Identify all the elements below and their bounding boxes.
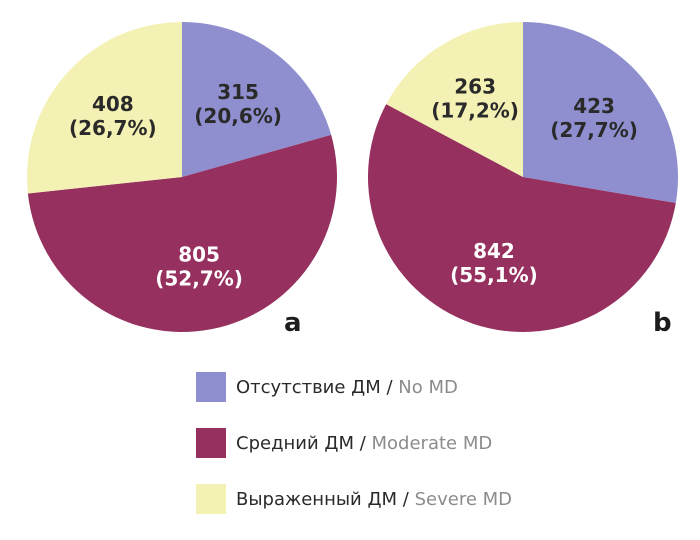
- slice-value-label: 408: [92, 92, 134, 116]
- legend-label-en: Severe MD: [414, 488, 513, 510]
- legend-item-moderate-md: Средний ДМ / Moderate MD: [196, 428, 512, 458]
- slice-value-label: 423: [573, 94, 615, 118]
- pie-slice-severe-md: [386, 22, 523, 177]
- slice-percent-label: (17,2%): [431, 98, 519, 122]
- slice-value-label: 842: [473, 239, 515, 263]
- legend-swatch-no-md: [196, 372, 226, 402]
- slice-percent-label: (27,7%): [550, 118, 638, 142]
- slice-percent-label: (20,6%): [194, 104, 282, 128]
- legend-separator: /: [397, 488, 415, 510]
- legend-swatch-severe-md: [196, 484, 226, 514]
- pie-chart-a: 315(20,6%) 805(52,7%) 408(26,7%): [27, 22, 338, 333]
- slice-percent-label: (52,7%): [155, 266, 243, 290]
- legend-label-severe-md: Выраженный ДМ / Severe MD: [236, 489, 512, 510]
- legend-label-ru: Выраженный ДМ: [236, 488, 398, 510]
- legend-label-no-md: Отсутствие ДМ / No MD: [236, 377, 458, 398]
- legend-item-severe-md: Выраженный ДМ / Severe MD: [196, 484, 512, 514]
- panel-letter-b: b: [653, 308, 672, 338]
- slice-percent-label: (55,1%): [450, 263, 538, 287]
- legend-separator: /: [380, 376, 399, 398]
- legend-label-ru: Средний ДМ: [236, 432, 354, 454]
- pie-slice-severe-md: [27, 22, 182, 194]
- legend-separator: /: [354, 432, 372, 454]
- legend: Отсутствие ДМ / No MD Средний ДМ / Moder…: [196, 372, 512, 540]
- pie-slice-moderate-md: [27, 134, 338, 333]
- slice-value-label: 805: [178, 242, 220, 266]
- slice-value-label: 263: [454, 74, 496, 98]
- slice-value-label: 315: [217, 80, 259, 104]
- legend-swatch-moderate-md: [196, 428, 226, 458]
- pie-slice-no-md: [182, 22, 332, 177]
- panel-letter-a: a: [284, 308, 302, 338]
- slice-percent-label: (26,7%): [69, 116, 157, 140]
- pie-charts: 315(20,6%) 805(52,7%) 408(26,7%) a 423(27,7%…: [27, 22, 678, 338]
- pie-chart-b: 423(27,7%) 842(55,1%) 263(17,2%): [368, 22, 678, 332]
- legend-label-ru: Отсутствие ДМ: [236, 376, 381, 398]
- pie-slice-moderate-md: [368, 104, 676, 332]
- legend-item-no-md: Отсутствие ДМ / No MD: [196, 372, 512, 402]
- legend-label-en: Moderate MD: [371, 432, 493, 454]
- pie-slice-no-md: [523, 22, 678, 204]
- legend-label-moderate-md: Средний ДМ / Moderate MD: [236, 433, 492, 454]
- legend-label-en: No MD: [398, 376, 458, 398]
